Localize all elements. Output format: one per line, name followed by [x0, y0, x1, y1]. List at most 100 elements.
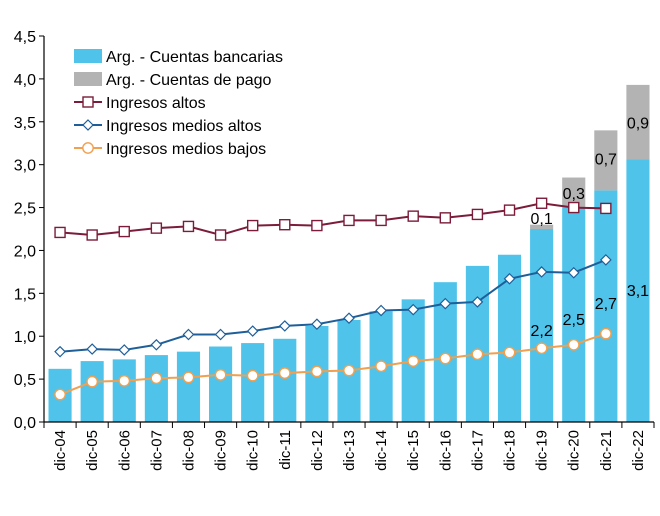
legend-swatch — [74, 72, 102, 86]
line-ingresos-altos-point — [311, 219, 323, 232]
bar-cuentas-bancarias — [497, 254, 522, 422]
line-ingresos-medios-bajos-point — [246, 369, 259, 382]
y-tick-label: 4,0 — [14, 72, 36, 89]
legend-label: Ingresos altos — [106, 95, 206, 112]
line-ingresos-medios-bajos-point — [343, 364, 355, 377]
bar-cuentas-de-pago — [530, 224, 554, 229]
line-ingresos-medios-bajos-point — [310, 365, 323, 378]
line-ingresos-medios-altos-point — [182, 328, 195, 341]
line-ingresos-medios-altos-point — [150, 338, 163, 351]
line-ingresos-medios-altos-point — [535, 266, 548, 278]
x-tick-label: dic-08 — [180, 430, 197, 471]
data-label: 2,5 — [563, 312, 585, 329]
line-ingresos-medios-bajos-point — [278, 367, 291, 380]
y-tick-label: 3,0 — [14, 158, 36, 175]
x-tick-label: dic-10 — [245, 430, 262, 471]
bar-cuentas-bancarias — [273, 338, 297, 422]
x-tick-label: dic-16 — [437, 430, 454, 471]
data-label: 0,9 — [627, 116, 649, 133]
y-tick-label: 3,5 — [14, 115, 36, 132]
line-ingresos-altos-point — [568, 201, 580, 214]
x-tick-label: dic-07 — [148, 430, 165, 471]
line-ingresos-altos-point — [182, 220, 195, 233]
x-tick-label: dic-15 — [405, 430, 422, 471]
line-ingresos-medios-bajos-point — [182, 371, 195, 384]
legend-marker — [82, 96, 94, 108]
legend-label: Arg. - Cuentas bancarias — [106, 49, 283, 66]
line-ingresos-altos-point — [343, 214, 355, 227]
x-tick-label: dic-09 — [213, 430, 230, 471]
x-tick-label: dic-19 — [534, 430, 551, 471]
x-tick-label: dic-18 — [502, 430, 519, 471]
line-ingresos-altos — [60, 202, 606, 237]
y-tick-label: 1,5 — [14, 286, 36, 303]
x-tick-label: dic-11 — [277, 430, 294, 470]
x-tick-label: dic-06 — [116, 430, 133, 471]
bar-cuentas-bancarias — [433, 282, 457, 422]
line-ingresos-altos-point — [375, 214, 387, 227]
x-tick-label: dic-17 — [469, 430, 486, 471]
line-ingresos-medios-bajos — [59, 332, 607, 396]
bar-cuentas-bancarias — [465, 265, 489, 422]
line-ingresos-medios-bajos-point — [86, 375, 99, 388]
line-ingresos-medios-altos-point — [278, 320, 291, 332]
x-tick-label: dic-21 — [598, 430, 615, 471]
data-label: 0,1 — [531, 211, 553, 228]
line-ingresos-altos-point — [150, 222, 163, 234]
bar-cuentas-bancarias — [530, 229, 554, 422]
line-ingresos-altos-point — [535, 197, 548, 209]
y-tick-label: 4,5 — [14, 29, 36, 46]
data-label: 2,2 — [531, 323, 553, 340]
data-label: 0,3 — [563, 186, 585, 203]
x-tick-label: dic-04 — [52, 430, 69, 471]
legend-label: Arg. - Cuentas de pago — [106, 72, 272, 89]
line-ingresos-medios-altos-point — [246, 325, 259, 337]
line-ingresos-medios-bajos-point — [535, 342, 548, 355]
bar-cuentas-bancarias — [144, 355, 168, 422]
line-ingresos-medios-altos-point — [54, 345, 66, 358]
line-ingresos-medios-bajos-point — [214, 368, 227, 381]
y-tick-label: 0,5 — [14, 372, 36, 389]
line-ingresos-medios-altos — [60, 258, 607, 353]
line-ingresos-altos-point — [214, 229, 227, 241]
line-ingresos-medios-bajos-point — [503, 346, 516, 359]
legend-label: Ingresos medios altos — [106, 118, 262, 135]
bar-cuentas-bancarias — [112, 359, 136, 422]
legend-swatch — [74, 49, 102, 63]
x-tick-label: dic-05 — [84, 430, 101, 471]
line-ingresos-medios-bajos-point — [54, 388, 66, 401]
line-ingresos-medios-altos-point — [343, 312, 355, 325]
bar-cuentas-de-pago — [562, 177, 586, 208]
x-tick-label: dic-12 — [309, 430, 326, 471]
line-ingresos-medios-bajos-point — [439, 352, 452, 365]
line-ingresos-medios-bajos-point — [471, 348, 484, 361]
x-tick-label: dic-20 — [566, 430, 583, 471]
bar-layer — [48, 84, 650, 422]
line-ingresos-medios-altos-point — [439, 297, 452, 310]
bar-cuentas-de-pago — [626, 84, 650, 160]
line-ingresos-medios-altos-point — [567, 266, 580, 279]
line-ingresos-medios-bajos-point — [375, 360, 388, 373]
line-ingresos-medios-bajos-point — [567, 338, 580, 351]
line-ingresos-medios-altos-point — [407, 303, 420, 316]
line-ingresos-medios-bajos-point — [150, 372, 163, 385]
data-label: 2,7 — [595, 296, 617, 313]
x-tick-label: dic-22 — [630, 430, 647, 471]
x-axis-ticks: dic-04 dic-05 dic-06 dic-07 dic-08 dic-09 dic-… — [43, 422, 655, 471]
x-tick-label: dic-14 — [373, 430, 390, 471]
legend-marker — [82, 119, 94, 131]
y-axis-ticks: 0,0 0,5 1,0 1,5 2,0 2,5 3,0 3,5 4,0 4,5 — [14, 29, 44, 432]
line-ingresos-medios-altos-point — [503, 272, 516, 285]
data-labels: 0,1 0,3 0,7 0,9 2,2 2,5 2,7 3,1 — [531, 116, 650, 341]
bar-cuentas-bancarias — [80, 361, 104, 422]
line-ingresos-medios-altos-point — [471, 296, 484, 308]
line-ingresos-medios-bajos-point — [118, 374, 131, 387]
bar-cuentas-de-pago — [594, 130, 618, 191]
line-ingresos-altos-point — [118, 225, 130, 238]
y-tick-label: 0,0 — [14, 415, 36, 432]
line-ingresos-medios-bajos-point — [407, 355, 420, 367]
line-ingresos-altos-point — [279, 219, 291, 231]
bar-cuentas-bancarias — [594, 190, 618, 422]
line-ingresos-altos-point — [439, 212, 452, 224]
line-ingresos-altos-point — [86, 229, 98, 241]
